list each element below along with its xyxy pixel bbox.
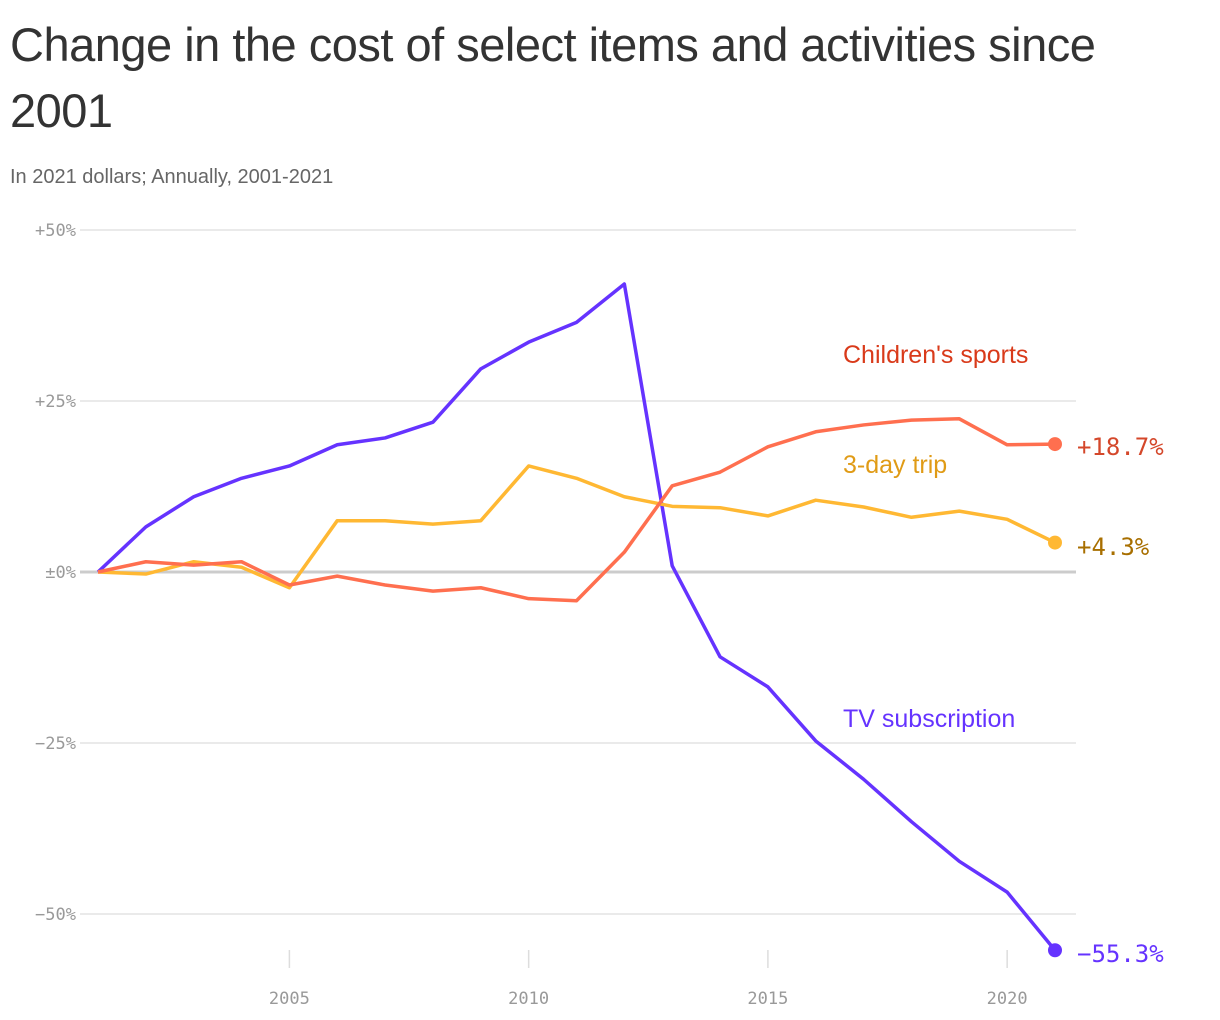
- series-end-label: +4.3%: [1077, 533, 1150, 561]
- series-line-1: [97, 464, 1056, 590]
- x-tick-label: 2010: [508, 989, 549, 1009]
- chart-subtitle: In 2021 dollars; Annually, 2001-2021: [10, 166, 334, 188]
- x-tick-label: 2020: [987, 989, 1028, 1009]
- y-tick-label: ±0%: [45, 563, 76, 583]
- series-name-label: TV subscription: [843, 705, 1015, 733]
- x-tick-label: 2005: [269, 989, 310, 1009]
- series-end-point: [1048, 437, 1062, 452]
- series-line-2: [97, 417, 1056, 603]
- series-end-point: [1048, 943, 1062, 958]
- series-end-label: +18.7%: [1077, 433, 1164, 461]
- y-tick-label: +50%: [35, 221, 76, 241]
- series-end-point: [1048, 535, 1062, 550]
- y-tick-label: −25%: [35, 734, 76, 754]
- y-tick-label: −50%: [35, 905, 76, 925]
- chart-title: Change in the cost of select items and a…: [10, 18, 1096, 137]
- series-end-label: −55.3%: [1077, 940, 1164, 968]
- series-name-label: Children's sports: [843, 341, 1028, 369]
- series-name-label: 3-day trip: [843, 451, 947, 479]
- x-tick-label: 2015: [747, 989, 788, 1009]
- y-tick-label: +25%: [35, 392, 76, 412]
- series-line-0: [96, 282, 1057, 952]
